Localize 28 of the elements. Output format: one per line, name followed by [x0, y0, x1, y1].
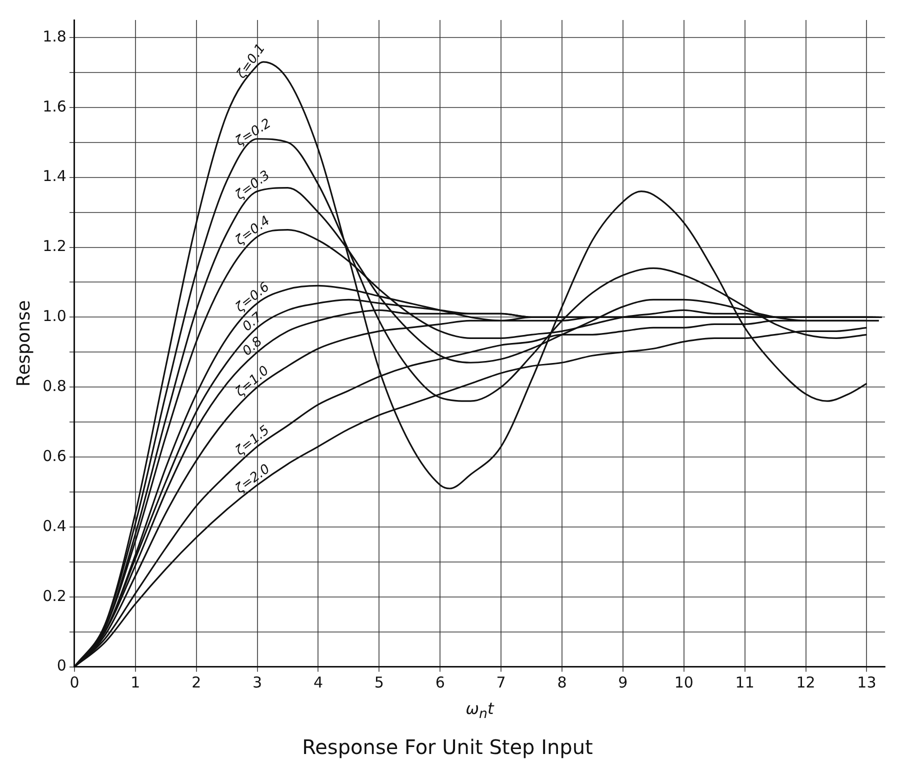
y-tick-label: 1.2: [42, 237, 66, 256]
y-tick-label: 0.4: [42, 516, 66, 535]
x-tick-label: 5: [374, 674, 384, 692]
y-tick-label: 1.6: [42, 97, 66, 116]
y-tick-label: 0: [56, 656, 66, 675]
x-tick-label: 0: [70, 674, 80, 692]
x-tick-label: 3: [252, 674, 262, 692]
x-tick-label: 2: [192, 674, 202, 692]
x-tick-label: 4: [313, 674, 323, 692]
y-tick-label: 0.2: [42, 586, 66, 605]
y-tick-label: 1.8: [42, 27, 66, 46]
x-axis-title: ω$_{n}$t: [466, 699, 494, 722]
x-tick-label: 1: [130, 674, 140, 692]
x-tick-label: 6: [435, 674, 445, 692]
text: 0.8: [240, 334, 266, 360]
y-tick-label: 0.8: [42, 376, 66, 395]
y-tick-label: 1.4: [42, 167, 66, 186]
y-tick-label: 0.6: [42, 446, 66, 465]
y-tick-label: 1.0: [42, 307, 66, 326]
x-tick-label: 7: [496, 674, 506, 692]
x-tick-label: 8: [557, 674, 567, 692]
x-tick-label: 13: [857, 674, 876, 692]
x-tick-label: 11: [735, 674, 754, 692]
y-axis-title: Response: [13, 300, 34, 387]
text: Response For Unit Step Input: [302, 735, 594, 760]
x-tick-label: 9: [618, 674, 628, 692]
x-tick-label: 12: [796, 674, 816, 692]
x-tick-label: 10: [674, 674, 694, 692]
